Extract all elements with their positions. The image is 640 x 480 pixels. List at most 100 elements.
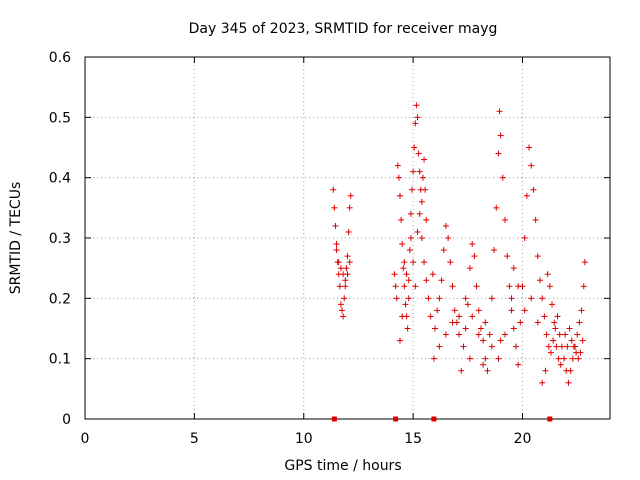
y-tick-label: 0.3 xyxy=(49,231,71,247)
data-point xyxy=(528,162,535,169)
data-point xyxy=(445,235,452,241)
data-point xyxy=(539,295,546,302)
data-point xyxy=(537,277,543,284)
y-tick-label: 0.4 xyxy=(49,171,71,187)
y-tick-label: 0.2 xyxy=(49,291,71,307)
data-point xyxy=(342,283,349,290)
data-point xyxy=(475,331,482,338)
data-point xyxy=(543,331,550,338)
data-point xyxy=(436,295,443,302)
data-point xyxy=(432,325,438,332)
data-point xyxy=(469,313,476,320)
data-point xyxy=(340,313,347,320)
data-point xyxy=(541,313,548,320)
data-point xyxy=(332,222,339,229)
data-point xyxy=(573,349,580,356)
y-tick-label: 0.5 xyxy=(49,110,71,126)
data-point xyxy=(484,367,491,374)
data-point xyxy=(421,156,428,163)
x-tick-label: 10 xyxy=(295,431,313,447)
data-point xyxy=(491,247,498,254)
data-point xyxy=(467,355,473,362)
data-point xyxy=(495,150,502,157)
data-point xyxy=(542,367,549,374)
data-point xyxy=(486,331,493,338)
data-point xyxy=(343,265,350,272)
data-point xyxy=(488,343,495,350)
data-point xyxy=(345,228,352,235)
data-point xyxy=(561,355,568,362)
data-point xyxy=(403,271,410,278)
data-point xyxy=(462,325,469,332)
data-point xyxy=(495,355,502,362)
data-point xyxy=(451,307,458,314)
x-tick-label: 15 xyxy=(404,431,422,447)
data-point xyxy=(545,343,552,350)
x-tick-label: 20 xyxy=(514,431,532,447)
data-point xyxy=(504,253,511,260)
data-point xyxy=(442,331,449,338)
data-point xyxy=(458,367,465,374)
data-point xyxy=(502,216,508,223)
data-point xyxy=(395,174,402,181)
data-point xyxy=(506,283,513,290)
data-point xyxy=(331,204,338,211)
data-point xyxy=(565,379,572,386)
data-point xyxy=(414,228,421,235)
data-point xyxy=(544,271,551,278)
data-point xyxy=(401,259,408,266)
data-point xyxy=(482,319,489,326)
data-point xyxy=(567,367,574,374)
data-point xyxy=(399,313,406,320)
data-point xyxy=(416,168,423,175)
data-point xyxy=(570,343,577,350)
y-axis-ticks: 0 0.1 0.2 0.3 0.4 0.5 0.6 xyxy=(49,50,610,428)
data-point xyxy=(510,265,517,272)
data-point xyxy=(551,319,558,326)
data-point xyxy=(462,295,469,302)
data-point xyxy=(401,283,408,290)
data-point xyxy=(397,192,403,199)
data-point xyxy=(409,186,416,193)
data-point xyxy=(412,283,419,290)
data-point xyxy=(440,247,447,254)
data-point xyxy=(469,241,476,248)
data-point xyxy=(434,307,441,314)
data-point xyxy=(335,259,342,266)
zero-data-point xyxy=(393,416,399,422)
data-point xyxy=(449,283,456,290)
data-point xyxy=(515,361,522,368)
chart-title: Day 345 of 2023, SRMTID for receiver may… xyxy=(189,21,498,37)
data-point xyxy=(400,265,407,272)
data-point xyxy=(521,307,528,314)
data-point xyxy=(342,277,349,284)
data-point xyxy=(423,216,430,223)
data-point xyxy=(418,198,425,205)
data-point xyxy=(552,325,559,332)
data-point xyxy=(333,241,340,248)
data-point xyxy=(493,204,500,211)
data-point xyxy=(558,343,565,350)
data-point xyxy=(347,192,354,199)
data-point xyxy=(418,235,425,241)
data-point xyxy=(521,235,528,241)
data-point xyxy=(442,222,449,229)
zero-data-point xyxy=(331,416,337,422)
data-point xyxy=(496,108,503,115)
data-point xyxy=(562,331,569,338)
data-point xyxy=(546,283,553,290)
data-point xyxy=(399,241,406,248)
data-point xyxy=(482,355,489,362)
data-point xyxy=(391,271,398,278)
data-point xyxy=(550,337,557,344)
data-point xyxy=(579,337,586,344)
data-point xyxy=(508,295,515,302)
data-point xyxy=(341,295,348,302)
data-points xyxy=(330,102,588,422)
data-point xyxy=(580,283,587,290)
data-point xyxy=(404,325,411,332)
data-point xyxy=(480,337,487,344)
data-point xyxy=(547,349,554,356)
data-point xyxy=(502,331,508,338)
